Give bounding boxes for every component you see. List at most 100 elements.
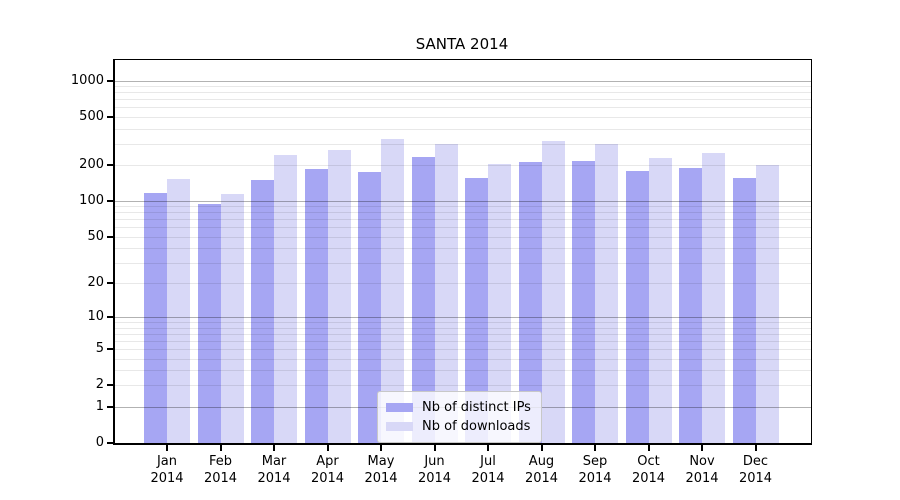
legend-swatch-downloads [386,422,413,431]
gridline-minor [115,327,811,329]
gridline-minor [115,262,811,264]
y-tick-label: 500 [79,108,104,124]
x-tick [166,445,168,451]
plot-area [113,59,812,445]
gridline-minor [115,322,811,324]
y-tick [107,115,113,118]
bar-distinct-ips-jan [144,193,167,443]
gridline-minor [115,107,811,109]
y-tick [107,163,113,166]
x-tick-label-jan: Jan 2014 [150,454,184,486]
x-tick [647,445,650,451]
bar-downloads-sep [595,143,618,443]
gridline-minor [115,227,811,229]
bar-downloads-oct [648,157,672,443]
bar-downloads-mar [274,155,297,443]
y-tick-label: 50 [87,228,104,244]
gridline-minor [115,333,811,335]
bar-downloads-nov [702,153,725,443]
gridline-major [115,200,811,202]
gridline-major [115,80,811,82]
x-tick-label-sep: Sep 2014 [578,454,612,486]
bar-downloads-jun [434,144,458,443]
bar-distinct-ips-sep [572,161,595,443]
gridline-minor [115,283,811,285]
x-tick [754,445,757,451]
y-tick [107,199,113,202]
x-tick [487,445,489,451]
y-tick [107,79,113,82]
y-tick [107,384,113,387]
gridline-minor [115,248,811,250]
x-tick [433,445,436,451]
gridline-minor [115,236,811,238]
bar-downloads-jan [167,178,190,443]
bar-downloads-apr [327,150,351,443]
bar-downloads-jul [488,163,511,443]
gridline-major [115,317,811,319]
gridline-minor [115,212,811,214]
x-tick-label-jun: Jun 2014 [417,454,452,486]
x-tick [219,445,222,451]
chart-title: SANTA 2014 [415,35,509,53]
bar-downloads-dec [755,165,779,443]
y-tick [107,405,113,408]
y-tick [107,347,113,350]
gridline-minor [115,92,811,94]
gridline-minor [115,128,811,130]
gridline-minor [115,99,811,101]
y-tick-label: 2 [95,377,104,393]
x-tick-label-apr: Apr 2014 [310,454,345,486]
gridline-minor [115,164,811,166]
y-tick-label: 1000 [70,72,104,88]
bar-distinct-ips-jul [465,178,488,443]
legend-swatch-distinct-ips [386,403,413,412]
bar-distinct-ips-may [358,171,381,443]
gridline-minor [115,219,811,221]
gridline-minor [115,206,811,208]
x-tick [326,445,329,451]
bar-distinct-ips-feb [197,203,221,443]
legend-label-distinct-ips: Nb of distinct IPs [422,400,531,415]
gridline-minor [115,358,811,360]
x-tick [701,445,703,451]
x-tick-label-dec: Dec 2014 [738,454,773,486]
x-tick-label-oct: Oct 2014 [631,454,666,486]
y-tick-label: 1 [95,398,104,414]
gridline-minor [115,348,811,350]
x-tick-label-aug: Aug 2014 [524,454,559,486]
x-tick [273,445,275,451]
x-tick [594,445,596,451]
x-tick-label-may: May 2014 [364,454,398,486]
gridline-minor [115,86,811,88]
bar-distinct-ips-aug [518,161,542,443]
y-tick-label: 5 [95,340,104,356]
y-tick-label: 0 [95,435,104,450]
bar-distinct-ips-dec [732,177,756,443]
x-tick [380,445,382,451]
x-tick [540,445,543,451]
y-tick [107,235,113,238]
bar-downloads-aug [541,140,565,443]
bar-downloads-may [381,138,404,443]
y-tick-label: 10 [87,309,104,325]
bar-distinct-ips-jun [411,156,435,443]
x-tick-label-jul: Jul 2014 [471,454,505,486]
legend: Nb of distinct IPs Nb of downloads [377,391,542,443]
y-tick [107,442,113,444]
legend-label-downloads: Nb of downloads [422,419,531,434]
x-tick-label-feb: Feb 2014 [203,454,238,486]
legend-item-distinct-ips: Nb of distinct IPs [386,398,531,417]
y-tick-label: 100 [79,192,104,208]
bar-distinct-ips-apr [304,168,328,443]
y-tick [107,316,113,319]
y-tick [107,282,113,285]
bar-distinct-ips-oct [625,171,649,443]
bar-distinct-ips-nov [679,167,702,443]
y-tick-label: 20 [87,275,104,291]
legend-item-downloads: Nb of downloads [386,417,531,436]
x-tick-label-nov: Nov 2014 [685,454,719,486]
bar-distinct-ips-mar [251,179,274,443]
gridline-minor [115,340,811,342]
